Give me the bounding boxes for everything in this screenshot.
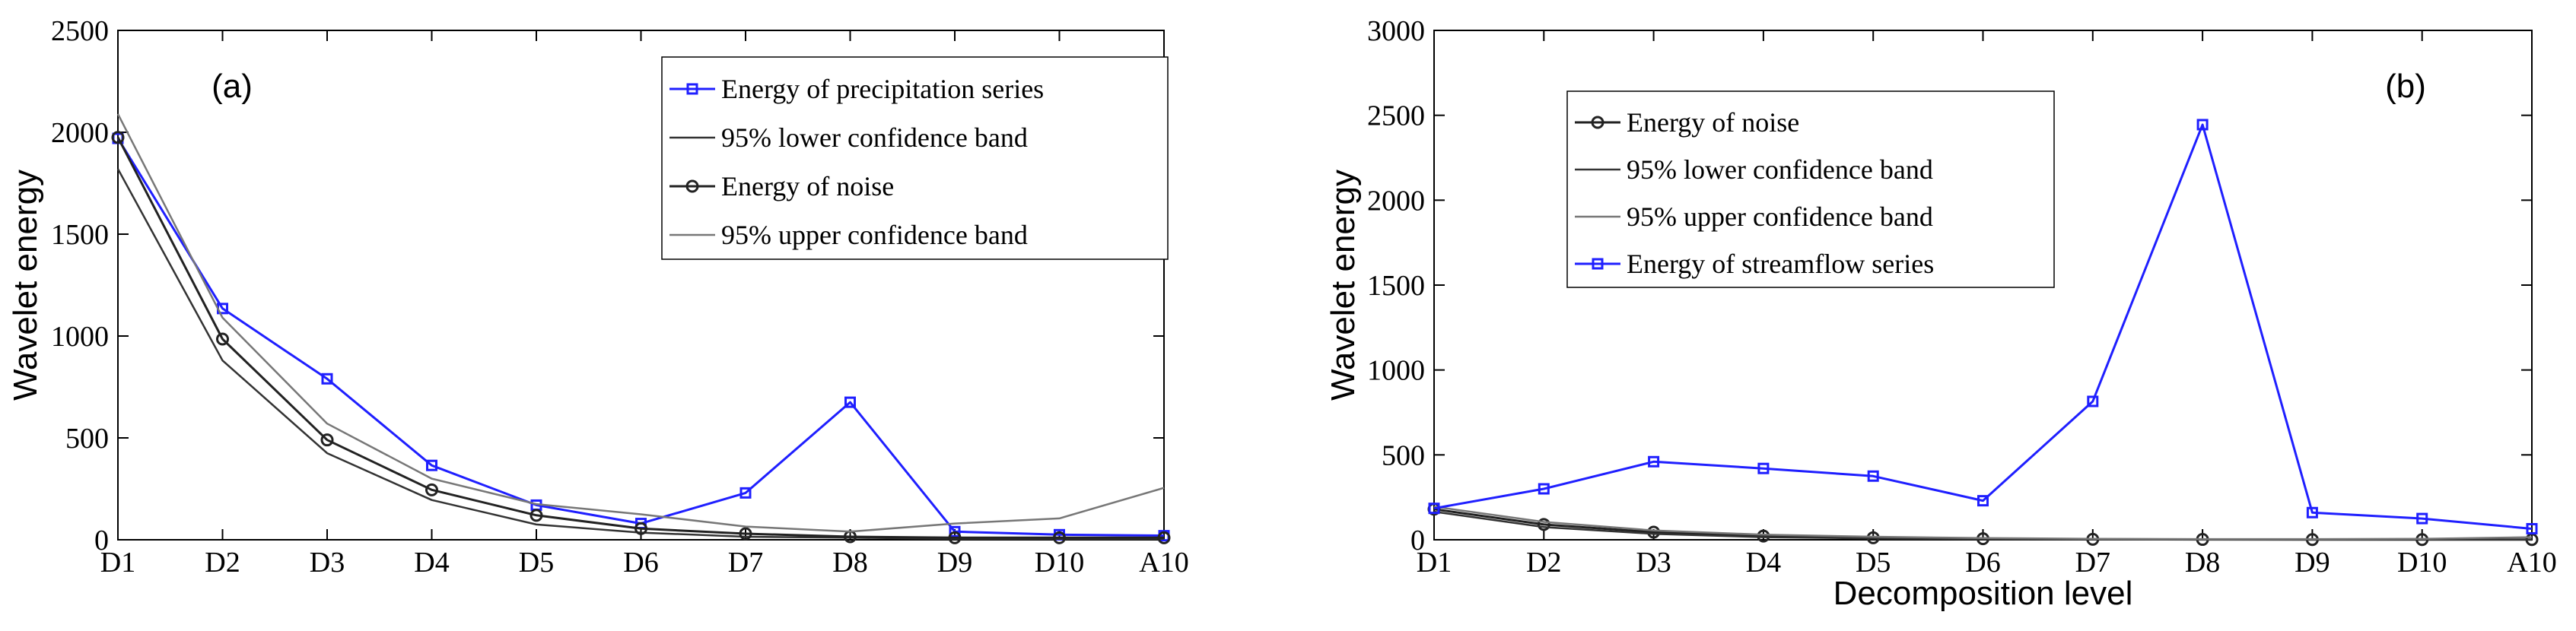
data-point-square [2087, 395, 2099, 407]
legend-entry: Energy of noise [1627, 107, 1799, 138]
data-point-square [844, 396, 856, 408]
data-point-square [2196, 119, 2209, 131]
legend: Energy of precipitation series 95% lower … [661, 56, 1169, 260]
y-axis-label: Wavelet energy [1325, 170, 1362, 401]
series-95-upper-confidence-band [116, 113, 1165, 533]
x-tick-label: D2 [205, 547, 240, 579]
data-point-circle [634, 522, 647, 535]
y-tick-label: 1000 [1367, 355, 1425, 387]
x-tick-label: D9 [2295, 547, 2330, 579]
legend-entry: Energy of streamflow series [1627, 249, 1934, 279]
y-tick-label: 1500 [1367, 270, 1425, 302]
y-tick-label: 2000 [51, 117, 109, 149]
panel-label: (b) [2385, 68, 2426, 105]
x-tick-label: A10 [2507, 547, 2556, 579]
data-point-square [1977, 495, 1989, 507]
y-tick-label: 3000 [1367, 15, 1425, 47]
data-point-square [1538, 483, 1550, 495]
data-point-circle [111, 131, 125, 144]
x-tick-label: D10 [2397, 547, 2447, 579]
y-tick-label: 2500 [1367, 100, 1425, 132]
y-tick-label: 1500 [51, 219, 109, 251]
y-tick-label: 500 [65, 423, 109, 455]
y-tick-label: 2500 [51, 15, 109, 47]
legend-entry: Energy of precipitation series [721, 74, 1044, 104]
data-point-circle [216, 332, 229, 346]
x-tick-label: D3 [310, 547, 345, 579]
series-line [1433, 506, 2533, 541]
series-95-upper-confidence-band [1433, 506, 2533, 541]
y-tick-label: 0 [94, 525, 109, 556]
y-tick-label: 2000 [1367, 185, 1425, 217]
x-tick-label: D7 [728, 547, 763, 579]
data-point-circle [320, 433, 334, 447]
data-point-square [2416, 512, 2428, 525]
x-tick-label: D4 [1746, 547, 1781, 579]
data-point-circle [1647, 525, 1661, 539]
data-point-circle [1157, 531, 1171, 544]
legend-entry: 95% lower confidence band [721, 122, 1028, 153]
data-point-square [1428, 503, 1440, 515]
legend-marker-circle [1591, 116, 1604, 129]
data-point-square [739, 487, 752, 499]
series-line [116, 113, 1165, 533]
series-line [1433, 123, 2533, 530]
data-point-square [2306, 506, 2318, 518]
legend-entry: Energy of noise [721, 171, 894, 201]
y-tick-label: 500 [1382, 439, 1425, 471]
legend-marker-square [686, 83, 698, 95]
x-tick-label: D1 [1417, 547, 1452, 579]
legend-entry: 95% lower confidence band [1627, 154, 1933, 185]
x-tick-label: D5 [1856, 547, 1891, 579]
legend-marker-circle [685, 179, 699, 193]
x-tick-label: D10 [1035, 547, 1084, 579]
data-point-circle [1537, 518, 1550, 531]
data-point-square [426, 459, 437, 471]
x-tick-label: D7 [2075, 547, 2110, 579]
x-tick-label: D8 [832, 547, 867, 579]
data-point-square [949, 525, 961, 537]
x-tick-label: D5 [519, 547, 554, 579]
x-tick-label: D3 [1636, 547, 1671, 579]
x-axis-label: Decomposition level [1833, 575, 2133, 612]
data-point-square [321, 373, 333, 385]
data-point-circle [948, 531, 962, 544]
series-line [116, 137, 1164, 539]
data-point-square [2526, 522, 2538, 534]
y-tick-label: 0 [1410, 525, 1425, 556]
y-tick-label: 1000 [51, 321, 109, 353]
x-tick-label: D6 [623, 547, 658, 579]
legend-frame [661, 56, 1169, 260]
data-point-circle [739, 527, 752, 541]
legend-frame [1566, 90, 2055, 288]
x-tick-label: D4 [414, 547, 449, 579]
legend: Energy of noise 95% lower confidence band… [1566, 90, 2055, 288]
legend-marker-square [1592, 258, 1604, 270]
data-point-square [1867, 470, 1879, 482]
x-tick-label: A10 [1139, 547, 1188, 579]
series-energy-of-streamflow-series [1428, 119, 2538, 534]
y-axis-label: Wavelet energy [7, 170, 44, 401]
data-point-circle [1757, 529, 1770, 543]
data-point-circle [425, 483, 438, 496]
chart-panel-a: 0 500 1000 1500 2000 2500 D1 D2 D3 D4 D5 D6 D7 D8 D9 D1… [7, 15, 1189, 579]
x-tick-label: D2 [1526, 547, 1561, 579]
data-point-circle [1053, 531, 1066, 544]
x-tick-label: D8 [2185, 547, 2220, 579]
data-point-square [1757, 462, 1770, 474]
chart-panel-b: 0 500 1000 1500 2000 2500 3000 D1 D2 D3 D4 D5 D6 D7 D8… [1325, 15, 2557, 612]
legend-entry: 95% upper confidence band [1627, 201, 1933, 232]
legend-entry: 95% upper confidence band [721, 220, 1028, 250]
panel-label: (a) [211, 68, 253, 105]
x-tick-label: D1 [100, 547, 135, 579]
data-point-circle [530, 509, 543, 522]
x-tick-label: D9 [937, 547, 972, 579]
data-point-square [1648, 455, 1660, 468]
x-tick-label: D6 [1965, 547, 2000, 579]
